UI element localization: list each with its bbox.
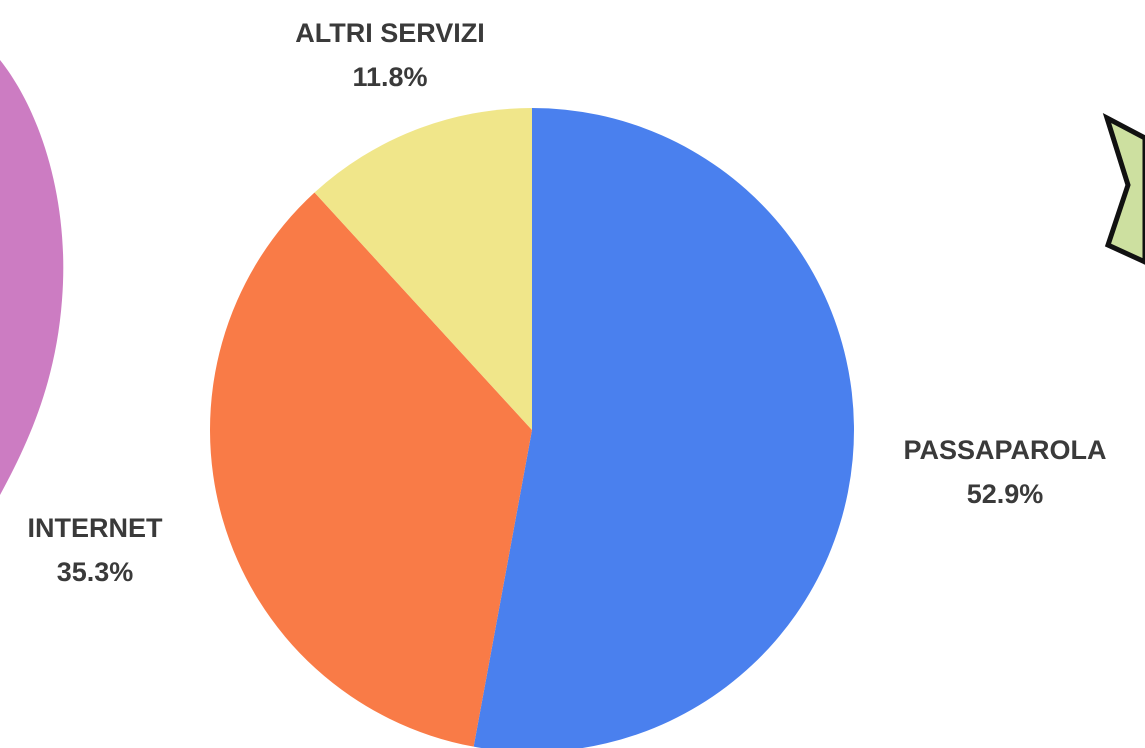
pie-slice	[473, 108, 855, 748]
value-label: 52.9%	[967, 479, 1044, 509]
pie-slice	[314, 108, 532, 430]
slice-label: ALTRI SERVIZI	[295, 18, 485, 48]
value-label: 35.3%	[57, 557, 134, 587]
pie-slice	[209, 192, 533, 747]
slice-label: INTERNET	[28, 513, 164, 543]
pie	[209, 108, 855, 748]
value-label: 11.8%	[352, 62, 427, 92]
decor-shape	[0, 60, 64, 495]
slice-label: PASSAPAROLA	[903, 435, 1106, 465]
decor-star	[1102, 112, 1145, 265]
labels: PASSAPAROLA 52.9% INTERNET 35.3% ALTRI SERVI…	[28, 18, 1107, 587]
